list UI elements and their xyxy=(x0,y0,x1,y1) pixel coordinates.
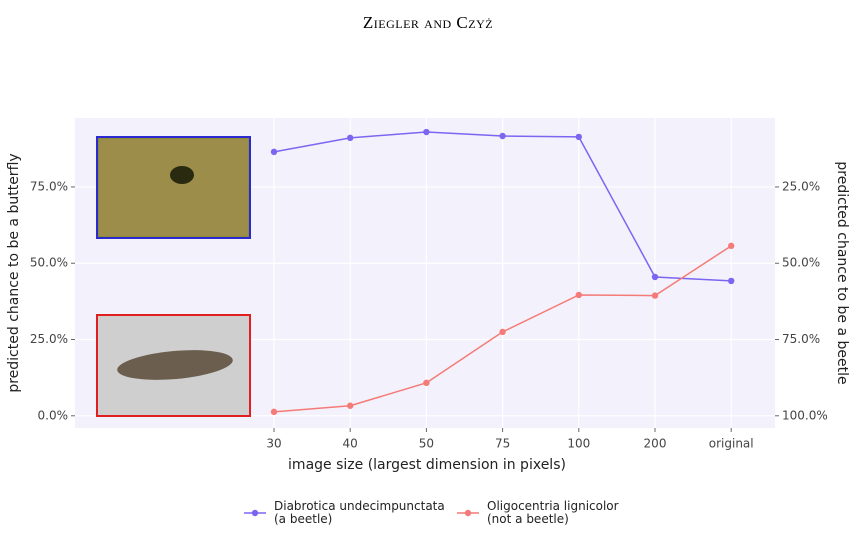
data-point xyxy=(728,277,735,285)
data-point xyxy=(575,133,582,141)
legend-label: Diabrotica undecimpunctata (a beetle) xyxy=(274,499,445,526)
page-header: Ziegler and Czyż xyxy=(363,13,493,32)
x-tick-label: 40 xyxy=(343,437,358,451)
data-point xyxy=(499,132,506,140)
data-point xyxy=(270,408,278,416)
data-point xyxy=(423,379,430,387)
y2-tick-label: 75.0% xyxy=(782,332,820,346)
y2-tick-label: 100.0% xyxy=(782,408,828,422)
x-tick-label: 30 xyxy=(266,437,281,451)
x-tick-label: 200 xyxy=(644,437,667,451)
data-point xyxy=(347,402,354,409)
y2-tick-label: 50.0% xyxy=(782,256,820,270)
legend-item: Oligocentria lignicolor (not a beetle) xyxy=(455,500,619,526)
data-point xyxy=(347,134,354,142)
legend-swatch xyxy=(244,509,266,517)
y-tick-label: 0.0% xyxy=(38,408,69,422)
x-tick-label: 50 xyxy=(419,437,434,451)
data-point xyxy=(651,292,659,299)
y-tick-label: 50.0% xyxy=(30,256,68,270)
legend-swatch xyxy=(457,509,479,517)
data-point xyxy=(651,273,659,281)
legend-item: Diabrotica undecimpunctata (a beetle) xyxy=(242,500,445,526)
y2-axis-title: predicted chance to be a beetle xyxy=(834,161,850,384)
legend-label: Oligocentria lignicolor (not a beetle) xyxy=(487,499,619,526)
x-tick-label: original xyxy=(709,437,754,451)
beetle-image xyxy=(96,136,251,239)
x-axis-title: image size (largest dimension in pixels) xyxy=(288,457,566,473)
data-point xyxy=(575,291,582,299)
x-tick-label: 75 xyxy=(495,437,510,451)
y-axis-title: predicted chance to be a butterfly xyxy=(6,153,22,392)
data-point xyxy=(728,242,735,250)
data-point xyxy=(270,148,278,156)
y-tick-label: 25.0% xyxy=(30,332,68,346)
moth-image xyxy=(96,314,251,417)
x-tick-label: 100 xyxy=(567,437,590,451)
y2-tick-label: 25.0% xyxy=(782,179,820,193)
data-point xyxy=(499,328,506,336)
data-point xyxy=(423,128,430,136)
y-tick-label: 75.0% xyxy=(30,179,68,193)
